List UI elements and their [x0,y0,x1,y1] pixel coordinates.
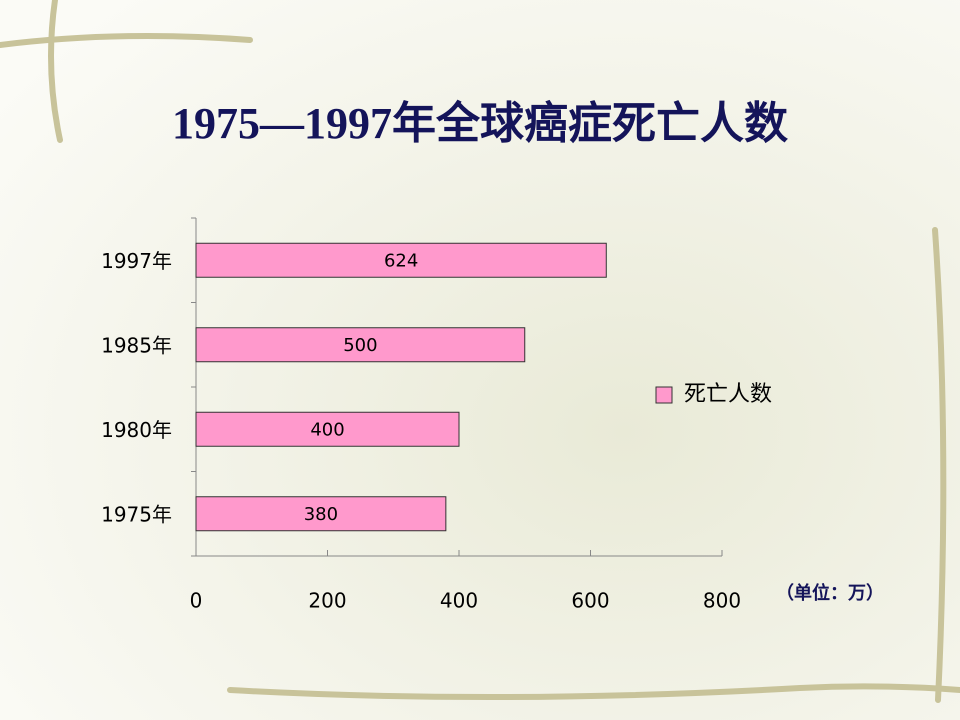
bar [195,242,607,278]
bar [195,411,460,447]
y-tick-label: 1997年 [101,249,172,273]
chart-title: 1975—1997年全球癌症死亡人数 [172,98,788,148]
legend-swatch [655,386,673,404]
bar [195,496,447,532]
y-tick-label: 1975年 [101,502,172,526]
x-tick-label: 0 [190,589,203,613]
x-tick-label: 400 [440,589,478,613]
vine-decoration [0,0,960,703]
data-label: 624 [384,250,418,271]
unit-note: （单位：万） [776,582,884,604]
x-tick-label: 800 [703,589,741,613]
data-label: 380 [304,504,338,525]
bar [195,327,526,363]
data-label: 400 [310,419,344,440]
y-tick-label: 1985年 [101,333,172,357]
x-tick-label: 200 [308,589,346,613]
data-label: 500 [343,335,377,356]
y-tick-label: 1980年 [101,418,172,442]
legend-label: 死亡人数 [684,382,772,407]
x-tick-label: 600 [571,589,609,613]
